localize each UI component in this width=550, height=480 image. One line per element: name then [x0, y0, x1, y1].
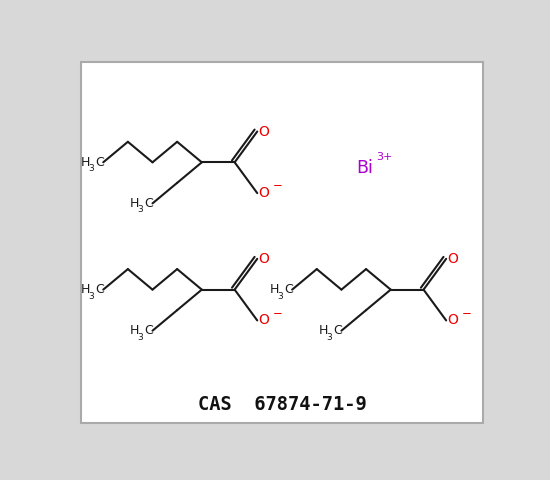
FancyBboxPatch shape	[81, 62, 483, 423]
Text: 3: 3	[327, 333, 332, 342]
Text: C: C	[144, 324, 153, 337]
Text: O: O	[258, 186, 269, 200]
Text: H: H	[270, 283, 279, 296]
Text: O: O	[258, 313, 269, 327]
Text: 3+: 3+	[376, 152, 393, 162]
Text: H: H	[81, 156, 90, 169]
Text: −: −	[273, 307, 283, 320]
Text: C: C	[95, 156, 104, 169]
Text: 3: 3	[277, 292, 283, 300]
Text: 3: 3	[89, 292, 94, 300]
Text: O: O	[258, 124, 269, 139]
Text: C: C	[95, 283, 104, 296]
Text: O: O	[258, 252, 269, 266]
Text: −: −	[273, 179, 283, 192]
Text: O: O	[447, 252, 458, 266]
Text: −: −	[462, 307, 471, 320]
Text: 3: 3	[89, 164, 94, 173]
Text: H: H	[130, 324, 139, 337]
Text: C: C	[144, 197, 153, 210]
Text: 3: 3	[138, 333, 144, 342]
Text: Bi: Bi	[356, 159, 373, 178]
Text: C: C	[333, 324, 342, 337]
Text: H: H	[130, 197, 139, 210]
Text: C: C	[284, 283, 293, 296]
Text: H: H	[81, 283, 90, 296]
Text: O: O	[447, 313, 458, 327]
Text: H: H	[319, 324, 328, 337]
Text: CAS  67874-71-9: CAS 67874-71-9	[197, 395, 366, 414]
Text: 3: 3	[138, 205, 144, 215]
